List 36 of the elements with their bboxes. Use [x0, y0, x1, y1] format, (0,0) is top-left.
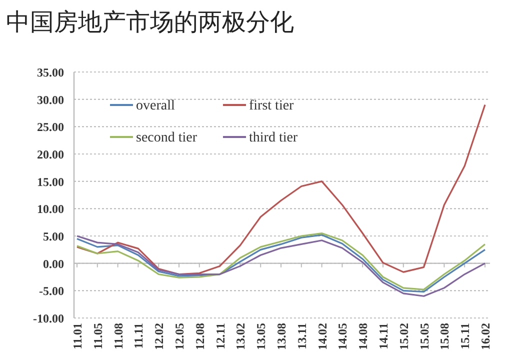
- x-tick-label: 11.05: [90, 323, 105, 350]
- x-tick-label: 13.05: [254, 323, 268, 350]
- x-tick-label: 12.11: [213, 323, 228, 350]
- x-tick-label: 11.11: [132, 323, 146, 349]
- x-tick-label: 11.08: [111, 323, 126, 350]
- y-tick-label: -5.00: [39, 284, 64, 298]
- x-tick-label: 12.02: [152, 323, 166, 350]
- x-tick-label: 15.08: [438, 323, 452, 350]
- y-tick-label: 30.00: [37, 92, 64, 107]
- x-tick-label: 12.05: [172, 323, 186, 350]
- x-tick-label: 15.02: [396, 323, 411, 350]
- x-tick-label: 16.02: [478, 323, 492, 350]
- title: 中国房地产市场的两极分化: [6, 8, 294, 36]
- x-tick-label: 14.05: [336, 323, 350, 350]
- x-tick-label: 14.08: [356, 323, 370, 350]
- y-tick-label: 10.00: [37, 202, 64, 216]
- x-tick-label: 15.11: [458, 323, 472, 350]
- x-tick-label: 14.11: [376, 323, 390, 350]
- legend-label: third tier: [249, 130, 298, 146]
- y-tick-label: 20.00: [37, 148, 64, 162]
- x-tick-label: 13.11: [294, 323, 309, 350]
- legend-label: second tier: [136, 130, 198, 146]
- y-tick-label: 5.00: [43, 230, 64, 244]
- x-tick-label: 14.02: [315, 323, 330, 350]
- y-tick-label: 15.00: [37, 174, 64, 189]
- x-tick-label: 13.08: [274, 323, 288, 350]
- x-tick-label: 11.01: [70, 323, 84, 350]
- x-tick-label: 15.05: [417, 323, 432, 350]
- y-tick-label: -10.00: [33, 312, 64, 326]
- y-tick-label: 35.00: [37, 66, 64, 80]
- legend-label: overall: [136, 98, 175, 114]
- y-tick-label: 0.00: [43, 256, 64, 271]
- x-tick-label: 12.08: [192, 323, 207, 350]
- x-tick-label: 13.02: [234, 323, 248, 350]
- legend-label: first tier: [249, 98, 294, 114]
- y-tick-label: 25.00: [37, 120, 64, 134]
